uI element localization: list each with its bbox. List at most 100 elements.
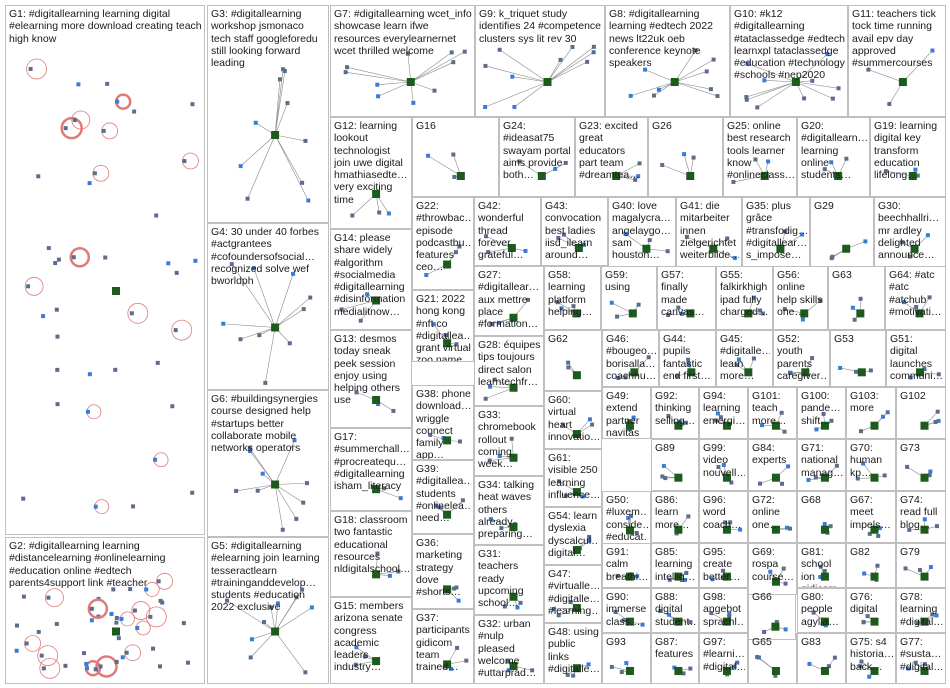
hub-node xyxy=(760,172,769,180)
hub-node xyxy=(842,244,851,253)
vertex-node xyxy=(451,152,456,157)
group-cell-g100: G100: pande… shift… xyxy=(797,387,846,439)
group-graph-drawing xyxy=(426,152,465,180)
vertex-node xyxy=(935,409,940,414)
vertex-node xyxy=(155,360,160,365)
group-cell-g89: G89 xyxy=(651,439,699,491)
group-label: G66 xyxy=(752,591,772,603)
group-cell-g67: G67: meet impels… xyxy=(846,491,896,543)
group-cell-g35: G35: plus grâce #transfodig… #digitallea… xyxy=(742,197,810,267)
hub-node xyxy=(870,617,879,626)
vertex-node xyxy=(431,322,436,327)
vertex-node xyxy=(55,367,60,372)
edge-line xyxy=(512,76,548,83)
group-label: G101: teach more… xyxy=(752,390,787,427)
group-graph-drawing xyxy=(855,461,887,482)
group-cell-g90: G90: immerse class… xyxy=(602,588,651,633)
group-cell-g64: G64: #atc #atc #atchub #motivati… xyxy=(885,266,946,330)
vertex-node xyxy=(779,410,784,415)
vertex-node xyxy=(708,87,713,92)
vertex-node xyxy=(688,666,693,671)
edge-line xyxy=(249,450,276,485)
vertex-node xyxy=(375,82,380,87)
vertex-node xyxy=(818,564,823,569)
hub-node xyxy=(443,660,452,669)
group-graph-drawing xyxy=(234,438,309,532)
group-cell-g102: G102 xyxy=(896,387,946,439)
vertex-node xyxy=(731,179,736,184)
vertex-node xyxy=(156,579,161,584)
vertex-node xyxy=(802,96,807,101)
group-label: G43: convocation best ladies iisd_ilearn… xyxy=(545,200,602,262)
hub-node xyxy=(406,78,415,86)
group-cell-g45: G45: #digitalle… learn more… xyxy=(716,330,773,387)
group-graph-drawing xyxy=(744,52,841,110)
vertex-node xyxy=(623,231,628,236)
vertex-node xyxy=(666,313,671,318)
vertex-node xyxy=(486,250,491,255)
group-cell-g59: G59: using xyxy=(601,266,657,330)
group-graph-drawing xyxy=(371,484,403,501)
group-graph-drawing xyxy=(859,410,890,434)
vertex-node xyxy=(751,356,756,361)
edge-line xyxy=(674,59,714,83)
group-graph-drawing xyxy=(628,48,720,99)
vertex-node xyxy=(301,500,306,505)
group-cell-g95: G95: create better… xyxy=(699,543,748,588)
vertex-node xyxy=(918,568,923,573)
vertex-node xyxy=(867,674,872,679)
edge-line xyxy=(410,61,454,83)
hub-node xyxy=(625,421,634,430)
group-graph-drawing xyxy=(861,614,879,626)
vertex-node xyxy=(587,417,592,422)
vertex-node xyxy=(109,611,114,616)
vertex-node xyxy=(484,234,489,239)
group-graph-drawing xyxy=(709,611,732,626)
vertex-node xyxy=(582,242,587,247)
group-graph-drawing xyxy=(906,660,929,675)
edge-line xyxy=(410,51,465,83)
vertex-node xyxy=(497,47,502,52)
vertex-node xyxy=(229,262,234,267)
self-loop xyxy=(24,276,44,296)
edge-line xyxy=(485,81,548,108)
vertex-node xyxy=(63,126,68,131)
vertex-node xyxy=(658,609,663,614)
group-label: G16 xyxy=(416,120,436,132)
hub-node xyxy=(509,453,518,462)
vertex-node xyxy=(922,367,927,372)
group-graph-drawing xyxy=(722,520,743,534)
vertex-node xyxy=(713,418,718,423)
vertex-node xyxy=(591,44,596,49)
group-label: G99: video nouvell… xyxy=(703,442,745,479)
group-label: G56: online help skills one… xyxy=(777,269,823,318)
vertex-node xyxy=(807,661,812,666)
vertex-node xyxy=(249,637,254,642)
group-label: G68 xyxy=(801,494,821,506)
vertex-node xyxy=(587,538,592,543)
hub-node xyxy=(771,577,780,586)
vertex-node xyxy=(294,516,299,521)
hub-node xyxy=(687,368,696,377)
group-cell-g29: G29 xyxy=(810,197,874,267)
vertex-node xyxy=(783,627,788,632)
group-label: G75: s4 historia… back… xyxy=(850,636,893,673)
vertex-node xyxy=(745,61,750,66)
group-graph-drawing xyxy=(883,167,920,180)
hub-node xyxy=(776,244,785,253)
vertex-node xyxy=(275,601,280,606)
vertex-node xyxy=(933,419,938,424)
vertex-node xyxy=(832,655,837,660)
vertex-node xyxy=(667,612,672,617)
vertex-node xyxy=(590,422,595,427)
hub-node xyxy=(543,78,552,86)
vertex-node xyxy=(39,653,44,658)
vertex-node xyxy=(453,250,458,255)
group-graph-drawing xyxy=(431,322,459,348)
hub-node xyxy=(910,244,919,253)
hub-node xyxy=(572,604,581,613)
vertex-node xyxy=(432,88,437,93)
group-graph-drawing xyxy=(517,159,568,180)
vertex-node xyxy=(54,307,59,312)
